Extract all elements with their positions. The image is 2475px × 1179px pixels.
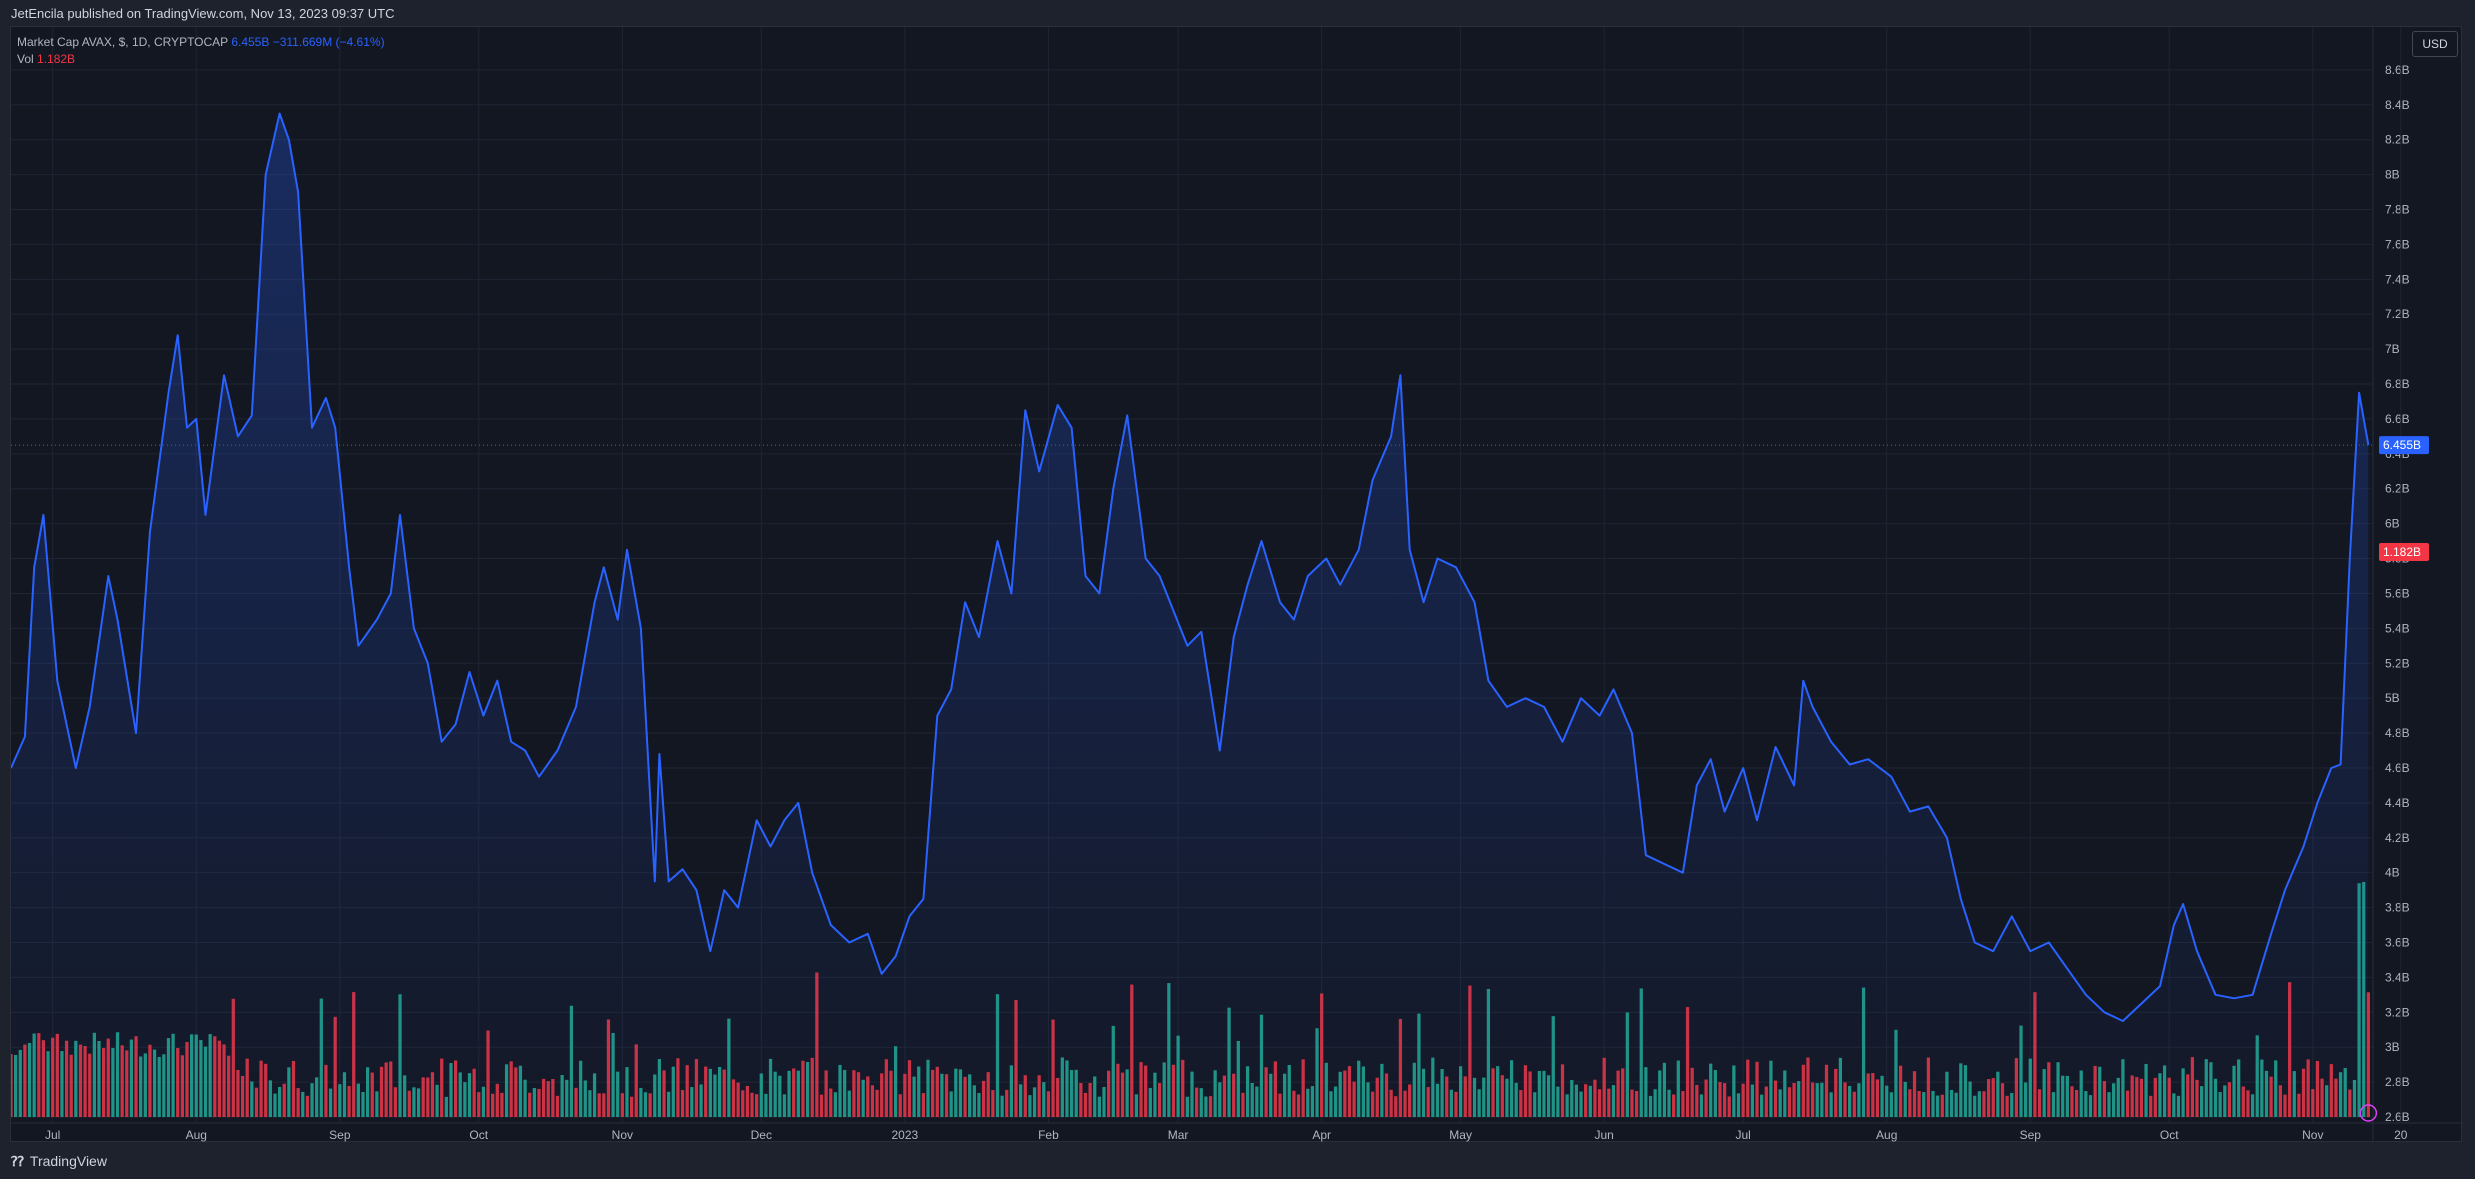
symbol-description[interactable]: Market Cap AVAX, $, 1D, CRYPTOCAP xyxy=(17,35,228,49)
x-tick-label: Aug xyxy=(186,1128,207,1142)
tradingview-logo[interactable]: ⁇ TradingView xyxy=(11,1153,107,1170)
y-tick-label: 4.2B xyxy=(2385,831,2410,845)
legend-main-row: Market Cap AVAX, $, 1D, CRYPTOCAP 6.455B… xyxy=(17,34,385,51)
market-cap-chart[interactable]: 2.6B 2.8B 3B 3.2B 3.4B 3.6B 3.8B 4B 4.2B 4.4B 4.6B… xyxy=(11,27,2463,1143)
legend-last-value: 6.455B xyxy=(231,35,270,49)
y-tick-label: 6.6B xyxy=(2385,412,2410,426)
x-tick-label: Feb xyxy=(1038,1128,1059,1142)
chart-panel[interactable]: 2.6B 2.8B 3B 3.2B 3.4B 3.6B 3.8B 4B 4.2B 4.4B 4.6B… xyxy=(10,26,2463,1143)
y-tick-label: 5.6B xyxy=(2385,586,2410,600)
x-tick-label: Jun xyxy=(1595,1128,1614,1142)
lightning-marker-icon[interactable] xyxy=(2359,1104,2378,1122)
y-tick-label: 3.4B xyxy=(2385,970,2410,984)
market-cap-line[interactable] xyxy=(11,112,2370,1022)
x-tick-label: Oct xyxy=(2160,1128,2179,1142)
y-tick-label: 5.2B xyxy=(2385,656,2410,670)
market-cap-area xyxy=(11,113,2369,1117)
y-tick-label: 2.8B xyxy=(2385,1075,2410,1089)
x-tick-label: Mar xyxy=(1168,1128,1189,1142)
volume-value-badge xyxy=(2379,543,2429,561)
y-tick-label: 4.8B xyxy=(2385,726,2410,740)
chart-legend: Market Cap AVAX, $, 1D, CRYPTOCAP 6.455B… xyxy=(17,34,385,68)
x-tick-label: 20 xyxy=(2394,1128,2408,1142)
y-tick-label: 4.4B xyxy=(2385,796,2410,810)
y-tick-label: 6.8B xyxy=(2385,377,2410,391)
x-tick-label: Aug xyxy=(1876,1128,1897,1142)
volume-label[interactable]: Vol xyxy=(17,52,34,66)
legend-change: −311.669M (−4.61%) xyxy=(272,35,385,49)
y-tick-label: 5.4B xyxy=(2385,621,2410,635)
y-tick-label: 3.2B xyxy=(2385,1005,2410,1019)
x-tick-label: Nov xyxy=(2302,1128,2323,1142)
legend-volume-row: Vol 1.182B xyxy=(17,51,385,68)
y-tick-label: 4.6B xyxy=(2385,761,2410,775)
volume-value: 1.182B xyxy=(37,52,76,66)
y-tick-label: 4B xyxy=(2385,866,2400,880)
brand-name: TradingView xyxy=(29,1153,107,1169)
y-tick-label: 7.2B xyxy=(2385,307,2410,321)
y-tick-label: 8B xyxy=(2385,168,2400,182)
y-tick-label: 3.6B xyxy=(2385,935,2410,949)
y-tick-label: 3.8B xyxy=(2385,901,2410,915)
y-tick-label: 8.4B xyxy=(2385,98,2410,112)
last-value-badge xyxy=(2379,436,2429,455)
y-tick-label: 8.2B xyxy=(2385,133,2410,147)
x-tick-label: Jul xyxy=(45,1128,60,1142)
y-tick-label: 7.4B xyxy=(2385,272,2410,286)
y-tick-label: 7B xyxy=(2385,342,2400,356)
last-value-label: 6.455B xyxy=(2383,438,2421,452)
currency-button[interactable]: USD xyxy=(2412,31,2458,57)
publish-info: JetEncila published on TradingView.com, … xyxy=(11,6,395,21)
y-tick-label: 8.6B xyxy=(2385,63,2410,77)
x-tick-label: Sep xyxy=(329,1128,351,1142)
x-tick-label: Oct xyxy=(469,1128,488,1142)
x-tick-label: Nov xyxy=(612,1128,633,1142)
x-tick-label: Jul xyxy=(1735,1128,1750,1142)
publish-header: JetEncila published on TradingView.com, … xyxy=(0,0,2475,26)
y-tick-label: 7.6B xyxy=(2385,237,2410,251)
x-tick-label: Dec xyxy=(751,1128,772,1142)
y-tick-label: 7.8B xyxy=(2385,203,2410,217)
x-tick-label: May xyxy=(1449,1128,1472,1142)
volume-value-label: 1.182B xyxy=(2383,545,2421,559)
footer: ⁇ TradingView xyxy=(0,1142,2475,1179)
y-tick-label: 6B xyxy=(2385,517,2400,531)
tradingview-logo-icon: ⁇ xyxy=(11,1153,24,1169)
x-tick-label: Sep xyxy=(2020,1128,2042,1142)
y-tick-label: 6.2B xyxy=(2385,482,2410,496)
y-tick-label: 5B xyxy=(2385,691,2400,705)
y-tick-label: 3B xyxy=(2385,1040,2400,1054)
x-tick-label: 2023 xyxy=(892,1128,919,1142)
x-tick-label: Apr xyxy=(1312,1128,1331,1142)
y-tick-label: 2.6B xyxy=(2385,1110,2410,1124)
